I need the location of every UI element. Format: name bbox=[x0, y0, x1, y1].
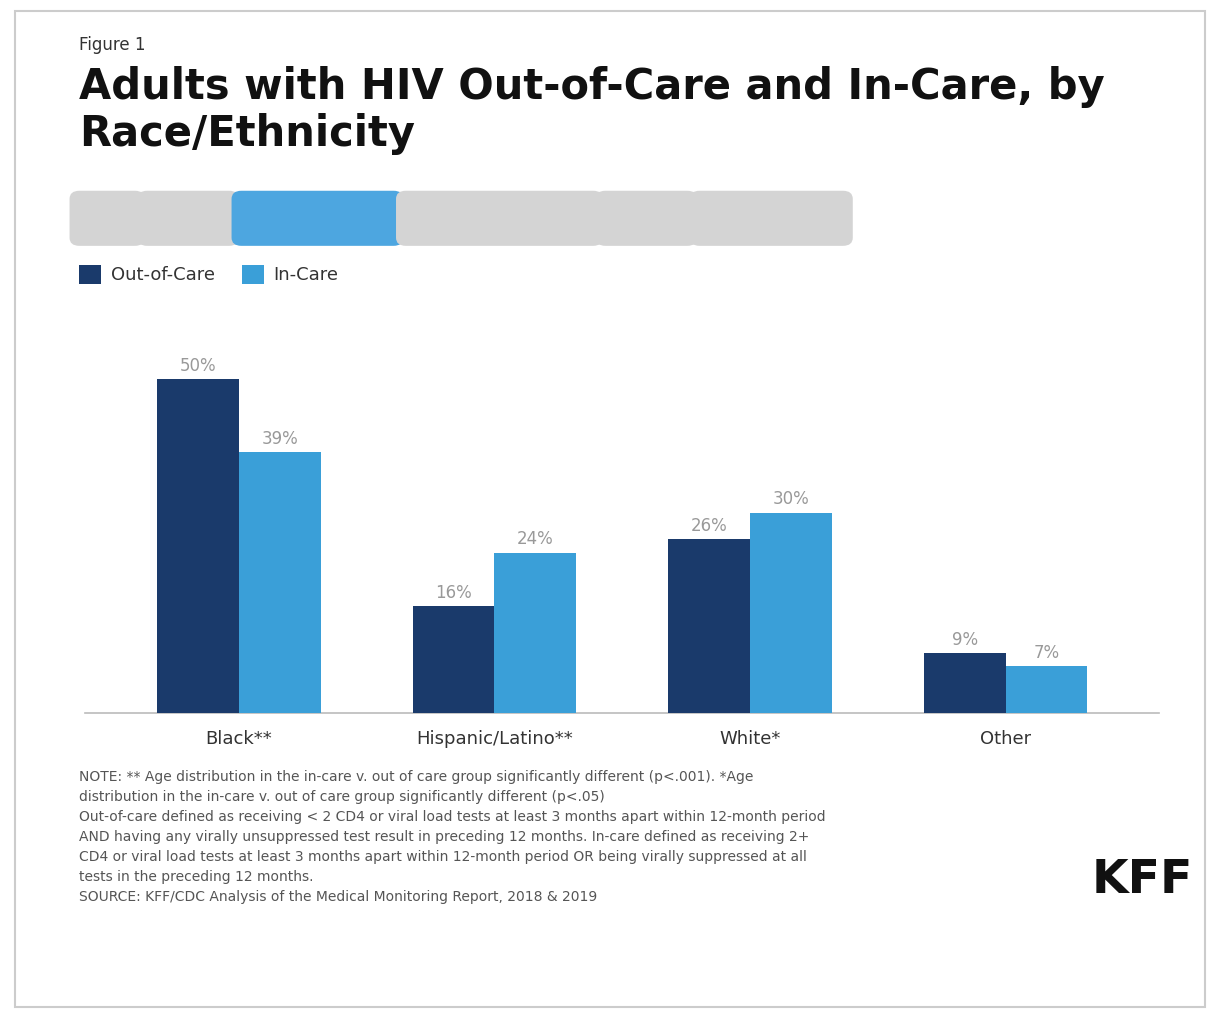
Bar bbox=[750, 513, 832, 713]
Text: Race/Ethnicity: Race/Ethnicity bbox=[262, 212, 372, 226]
Text: 30%: 30% bbox=[772, 490, 809, 507]
Text: 26%: 26% bbox=[691, 517, 727, 534]
Bar bbox=[1005, 666, 1087, 713]
Bar bbox=[157, 379, 239, 713]
Text: 7%: 7% bbox=[1033, 643, 1060, 661]
Bar bbox=[494, 553, 576, 713]
Text: 39%: 39% bbox=[261, 430, 298, 447]
Text: Figure 1: Figure 1 bbox=[79, 36, 146, 54]
Text: In-Care: In-Care bbox=[273, 266, 338, 284]
Bar bbox=[412, 606, 494, 713]
Bar bbox=[669, 540, 750, 713]
Text: 50%: 50% bbox=[179, 357, 216, 374]
Text: Sexual Orientation: Sexual Orientation bbox=[428, 212, 571, 226]
Text: Adults with HIV Out-of-Care and In-Care, by
Race/Ethnicity: Adults with HIV Out-of-Care and In-Care,… bbox=[79, 66, 1105, 155]
Text: Income: Income bbox=[619, 212, 675, 226]
Bar bbox=[924, 653, 1005, 713]
Text: 24%: 24% bbox=[517, 530, 554, 548]
Bar bbox=[239, 452, 321, 713]
Text: Age: Age bbox=[93, 212, 122, 226]
Text: Health Status: Health Status bbox=[720, 212, 824, 226]
Text: Out-of-Care: Out-of-Care bbox=[111, 266, 215, 284]
Text: Gender: Gender bbox=[160, 212, 216, 226]
Text: 9%: 9% bbox=[952, 630, 977, 648]
Text: KFF: KFF bbox=[1092, 857, 1193, 902]
Text: 16%: 16% bbox=[436, 583, 472, 601]
Text: NOTE: ** Age distribution in the in-care v. out of care group significantly diff: NOTE: ** Age distribution in the in-care… bbox=[79, 769, 826, 904]
